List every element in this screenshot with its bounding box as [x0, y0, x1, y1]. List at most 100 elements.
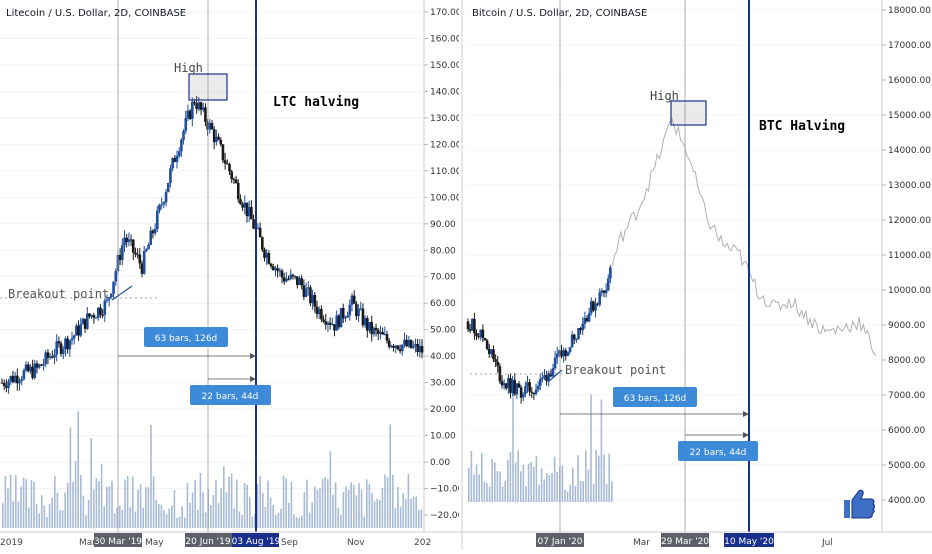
price-tick-label: 10.00	[430, 432, 456, 442]
candle-body	[228, 163, 231, 172]
ltc-high-box	[188, 73, 228, 101]
volume-bar	[577, 455, 579, 502]
candle-body	[26, 364, 30, 372]
volume-bar	[410, 498, 412, 528]
volume-bar	[540, 468, 543, 502]
volume-bar	[212, 495, 215, 528]
volume-bar	[152, 476, 155, 528]
volume-bar	[93, 489, 95, 528]
btc-candles	[466, 117, 877, 404]
candle-body	[215, 136, 218, 143]
volume-bar	[256, 484, 259, 528]
candle-body	[568, 347, 572, 352]
volume-bar	[308, 512, 311, 528]
volume-bar	[275, 515, 277, 528]
candle-body	[276, 268, 279, 271]
volume-bar	[134, 511, 137, 528]
candle-body	[606, 278, 610, 291]
volume-bar	[20, 486, 22, 528]
candle-body	[483, 337, 487, 341]
candle-body	[304, 288, 308, 297]
candle-body	[86, 313, 89, 329]
volume-bar	[561, 465, 564, 502]
volume-bar	[236, 479, 238, 528]
candle-body	[61, 349, 65, 354]
candle-body	[515, 383, 519, 395]
volume-bar	[145, 487, 147, 528]
price-tick-label: 90.00	[430, 220, 456, 230]
candle-body	[171, 158, 174, 169]
volume-bar	[74, 461, 77, 528]
candle-body	[594, 303, 597, 311]
candle-body	[131, 239, 135, 253]
candle-body	[407, 339, 411, 347]
volume-bar	[499, 471, 501, 502]
candle-body	[517, 383, 521, 388]
volume-bar	[475, 464, 478, 502]
candle-body	[234, 179, 238, 184]
btc-halving-label: BTC Halving	[759, 119, 845, 134]
candle-body	[29, 366, 32, 372]
candle-body	[271, 266, 275, 271]
candle-body	[333, 324, 336, 331]
price-line-faded	[612, 117, 877, 356]
candle-body	[468, 329, 472, 331]
candle-body	[372, 327, 376, 335]
candle-body	[252, 219, 255, 229]
price-tick-label: 150.00	[430, 61, 462, 71]
volume-bar	[478, 474, 480, 502]
candle-body	[164, 191, 168, 203]
volume-bar	[340, 514, 342, 528]
volume-bar	[334, 482, 337, 528]
candle-body	[564, 350, 568, 357]
price-tick-label: 80.00	[430, 246, 456, 256]
btc-high-box	[670, 100, 707, 126]
candle-body	[236, 183, 240, 200]
candle-body	[280, 270, 284, 278]
volume-bar	[178, 516, 181, 528]
candle-body	[309, 287, 312, 304]
volume-bar	[67, 483, 69, 528]
candle-body	[232, 179, 236, 181]
candle-body	[324, 321, 328, 325]
candle-body	[175, 155, 179, 162]
candle-body	[543, 375, 546, 378]
ltc-x-tick: Sep	[281, 538, 298, 548]
candle-body	[291, 274, 295, 277]
ltc-panel: High LTC halving Breakout point 63 bars,…	[0, 0, 464, 532]
ltc-price-axis: 170.00 160.00 150.00 140.00 130.00 120.00 110.…	[423, 0, 464, 532]
volume-bar	[4, 475, 7, 528]
volume-bar	[269, 497, 272, 528]
candle-body	[37, 364, 41, 368]
ltc-x-tick: 202	[414, 538, 431, 548]
btc-date-badge	[724, 533, 774, 547]
candle-body	[300, 278, 303, 286]
volume-bar	[249, 496, 251, 528]
candle-body	[105, 299, 109, 301]
btc-date-badge-text: 29 Mar '20	[661, 537, 709, 547]
candle-body	[598, 292, 602, 305]
candle-body	[53, 354, 56, 358]
volume-bar	[262, 493, 264, 528]
volume-bar	[225, 492, 228, 528]
volume-bar	[402, 493, 404, 528]
ltc-date-badge-text: 20 Jun '19	[185, 537, 230, 547]
volume-bar	[51, 497, 53, 528]
candle-body	[315, 306, 319, 315]
candle-body	[313, 295, 317, 307]
volume-bar	[2, 503, 4, 528]
price-tick-label: 100.00	[430, 193, 462, 203]
candle-body	[72, 335, 76, 339]
volume-bar	[116, 507, 118, 528]
price-tick-label: 60.00	[430, 299, 456, 309]
thumbs-up-icon[interactable]	[844, 489, 875, 519]
volume-bar	[43, 505, 46, 528]
price-tick-label: 30.00	[430, 379, 456, 389]
candle-body	[317, 308, 321, 315]
candle-body	[140, 263, 144, 274]
price-tick-label: 14000.00	[888, 146, 931, 156]
candle-body	[123, 237, 126, 246]
candle-body	[201, 107, 205, 110]
candle-body	[289, 274, 293, 279]
volume-bar	[587, 469, 590, 502]
